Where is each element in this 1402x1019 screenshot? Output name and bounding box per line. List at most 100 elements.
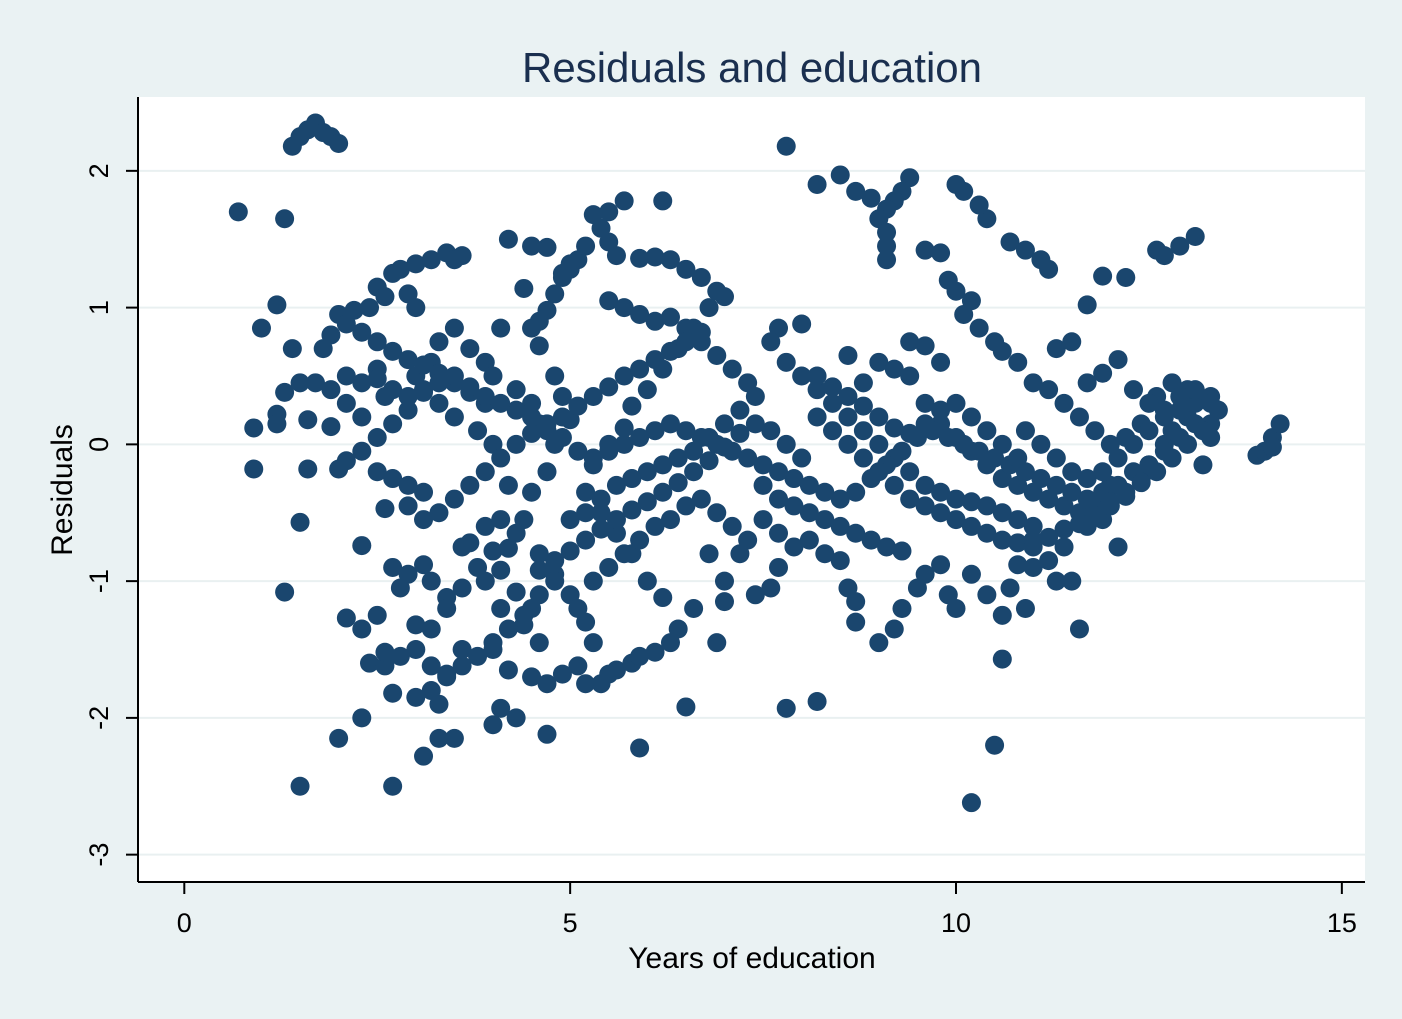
data-point xyxy=(861,530,881,550)
data-point xyxy=(514,278,534,298)
data-point xyxy=(468,421,488,441)
x-axis-label: Years of education xyxy=(628,942,875,975)
data-point xyxy=(830,165,850,185)
data-point xyxy=(406,615,426,635)
data-point xyxy=(498,619,518,639)
data-point xyxy=(622,396,642,416)
data-point xyxy=(275,582,295,602)
data-point xyxy=(1008,510,1028,530)
data-point xyxy=(452,640,472,660)
data-point xyxy=(1062,332,1082,352)
data-point xyxy=(1162,448,1182,468)
data-point xyxy=(576,674,596,694)
data-point xyxy=(1139,393,1159,413)
data-point xyxy=(660,307,680,327)
plot-area xyxy=(138,97,1365,882)
data-point xyxy=(460,475,480,495)
data-point xyxy=(483,715,503,735)
chart-title: Residuals and education xyxy=(522,44,982,91)
data-point xyxy=(900,423,920,443)
data-point xyxy=(961,407,981,427)
data-point xyxy=(730,423,750,443)
data-point xyxy=(699,298,719,318)
data-point xyxy=(560,510,580,530)
data-point xyxy=(1193,455,1213,475)
data-point xyxy=(1039,551,1059,571)
data-point xyxy=(1015,421,1035,441)
data-point xyxy=(367,332,387,352)
data-point xyxy=(1093,266,1113,286)
gridlines xyxy=(138,169,1365,856)
data-point xyxy=(360,298,380,318)
data-point xyxy=(1008,555,1028,575)
data-point xyxy=(977,496,997,516)
data-point xyxy=(383,469,403,489)
data-point xyxy=(853,421,873,441)
data-point xyxy=(421,571,441,591)
data-point xyxy=(336,608,356,628)
data-point xyxy=(776,136,796,156)
data-point xyxy=(313,339,333,359)
data-point xyxy=(931,243,951,263)
data-point xyxy=(599,291,619,311)
data-point xyxy=(599,202,619,222)
data-point xyxy=(583,448,603,468)
data-point xyxy=(576,503,596,523)
data-point xyxy=(352,708,372,728)
data-point xyxy=(807,380,827,400)
data-point xyxy=(1147,462,1167,482)
data-point xyxy=(1023,516,1043,536)
data-point xyxy=(506,434,526,454)
data-point xyxy=(1046,339,1066,359)
data-point xyxy=(691,428,711,448)
data-point xyxy=(861,188,881,208)
data-point xyxy=(769,523,789,543)
data-point xyxy=(545,551,565,571)
data-point xyxy=(707,345,727,365)
data-point xyxy=(475,387,495,407)
data-point xyxy=(475,516,495,536)
data-point xyxy=(699,451,719,471)
data-point xyxy=(707,503,727,523)
data-point xyxy=(977,421,997,441)
data-point xyxy=(761,421,781,441)
data-point xyxy=(645,247,665,267)
data-point xyxy=(329,133,349,153)
data-point xyxy=(799,503,819,523)
x-axis-ticks: 0 5 10 15 xyxy=(177,882,1357,938)
data-point xyxy=(1077,489,1097,509)
data-point xyxy=(282,136,302,156)
data-point xyxy=(660,250,680,270)
data-point xyxy=(714,437,734,457)
data-point xyxy=(900,462,920,482)
data-point xyxy=(1085,505,1105,525)
data-point xyxy=(522,407,542,427)
data-point xyxy=(398,475,418,495)
y-tick-label: 0 xyxy=(84,437,114,452)
data-point xyxy=(390,646,410,666)
data-point xyxy=(398,564,418,584)
data-point xyxy=(452,656,472,676)
data-point xyxy=(691,322,711,342)
data-point xyxy=(799,530,819,550)
data-point xyxy=(429,373,449,393)
data-point xyxy=(1185,380,1205,400)
data-point xyxy=(1062,482,1082,502)
data-point xyxy=(437,667,457,687)
data-point xyxy=(298,410,318,430)
data-point xyxy=(992,341,1012,361)
data-point xyxy=(676,496,696,516)
data-point xyxy=(444,250,464,270)
data-point xyxy=(714,592,734,612)
data-point xyxy=(491,318,511,338)
data-point xyxy=(969,195,989,215)
data-point xyxy=(606,660,626,680)
data-point xyxy=(429,728,449,748)
data-point xyxy=(1185,226,1205,246)
data-point xyxy=(560,541,580,561)
data-point xyxy=(460,533,480,553)
data-points xyxy=(228,113,1290,813)
data-point xyxy=(244,418,264,438)
data-point xyxy=(792,366,812,386)
data-point xyxy=(290,512,310,532)
